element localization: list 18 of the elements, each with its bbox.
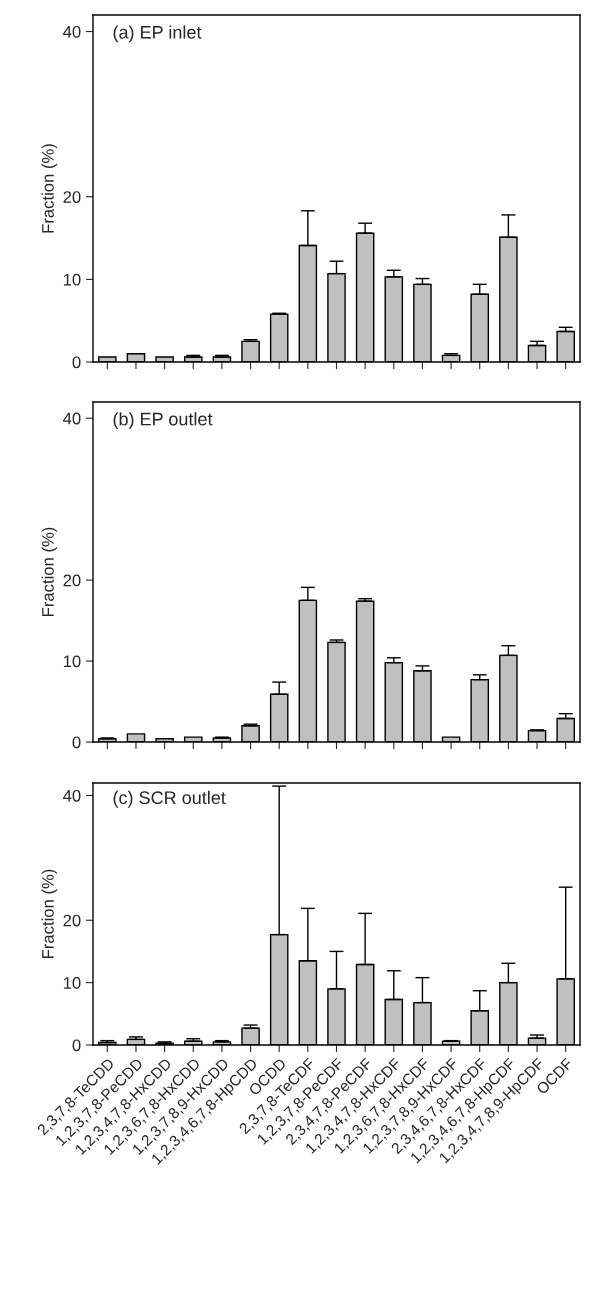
y-tick-label: 40 — [63, 412, 81, 425]
y-tick-label: 20 — [63, 191, 81, 203]
y-tick-label: 0 — [72, 356, 81, 369]
y-tick-label: 0 — [72, 736, 81, 749]
y-tick-label: 20 — [63, 574, 81, 587]
y-tick-label: 10 — [63, 273, 81, 286]
text: (b) EP outlet — [113, 412, 213, 430]
y-tick-label: 40 — [63, 789, 81, 802]
y-tick-label: 40 — [63, 25, 81, 38]
y-axis-title: Fraction (%) — [41, 144, 58, 233]
y-tick-label: 10 — [63, 977, 81, 989]
y-axis-title: Fraction (%) — [41, 869, 58, 959]
y-tick-label: 10 — [63, 655, 81, 668]
y-tick-label: 0 — [72, 1039, 81, 1052]
y-tick-label: 20 — [63, 914, 81, 927]
chart-title: (c) SCR outlet — [113, 790, 226, 808]
y-axis-title: Fraction (%) — [41, 527, 58, 617]
text: (a) EP inlet — [113, 25, 202, 43]
